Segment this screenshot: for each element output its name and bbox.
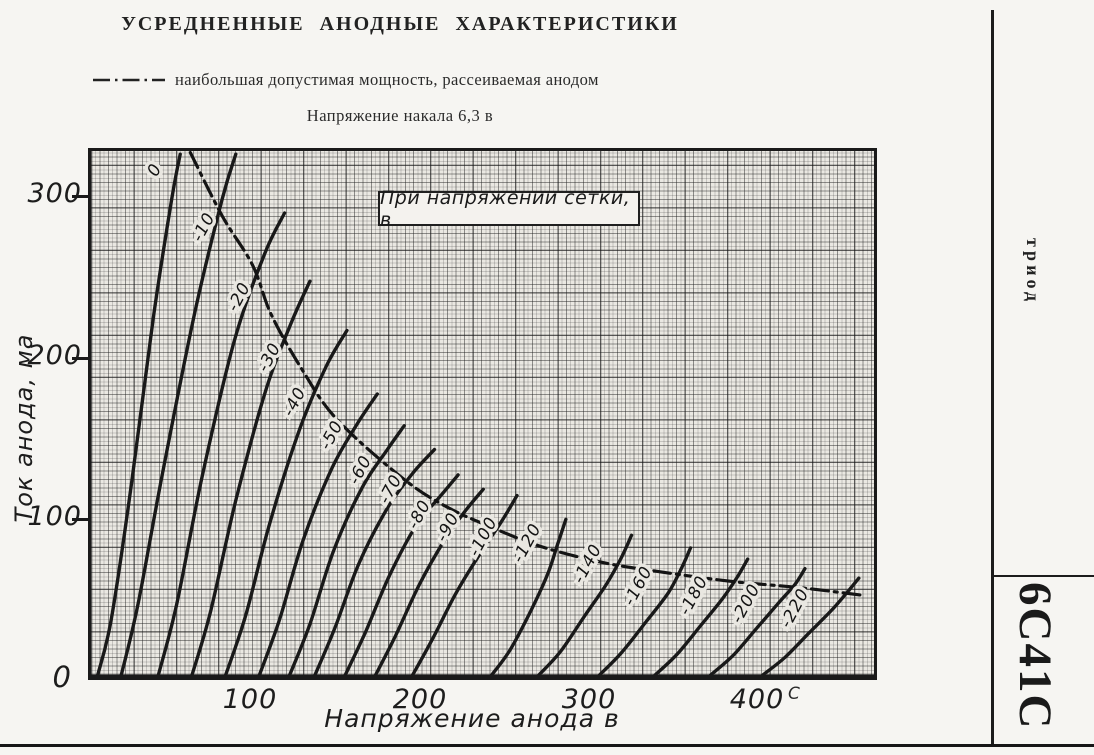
anode-characteristics-chart: 0 -10 -20 -30 -40 -50 -60 -70 -80 -90 -100 -120 -140… <box>88 148 877 680</box>
page-bottom-rule <box>0 744 1094 747</box>
power-limit-legend-label: наибольшая допустимая мощность, рассеива… <box>175 70 599 89</box>
grid-voltage-inset-label: При напряжении сетки, в <box>380 186 631 231</box>
y-tick-mark-100 <box>72 518 88 521</box>
anode-curve-ug--200 <box>708 566 807 675</box>
curve-label-ug--10: -10 <box>187 209 219 245</box>
anode-curve-ug--80 <box>343 473 460 675</box>
y-tick-200: 200 <box>27 340 82 371</box>
power-dissipation-limit-line <box>188 151 868 598</box>
anode-curve-ug-0 <box>96 152 182 675</box>
curve-label-ug--120: -120 <box>507 520 545 566</box>
x-tick-300: 300 <box>561 684 617 715</box>
anode-curve-ug--40 <box>223 328 349 675</box>
anode-curve-ug--70 <box>313 447 437 675</box>
anode-curve-ug--140 <box>537 533 634 675</box>
x-tick-100: 100 <box>222 684 278 715</box>
grid-voltage-inset-box: При напряжении сетки, в <box>378 187 640 231</box>
device-type-label: триод <box>1023 238 1043 306</box>
x-tick-200: 200 <box>392 684 448 715</box>
curves-canvas: 0-10-20-30-40-50-60-70-80-90 -100 -120 -140… <box>96 151 868 675</box>
y-tick-mark-300 <box>72 195 88 198</box>
anode-curve-ug--100 <box>410 493 519 675</box>
dash-dot-line-icon <box>93 78 165 82</box>
curve-label-ug-0: 0 <box>143 160 166 180</box>
curve-label-ug--30: -30 <box>253 339 285 375</box>
anode-curve-ug--120 <box>490 517 568 675</box>
y-tick-mark-200 <box>72 357 88 360</box>
y-tick-100: 100 <box>27 501 82 532</box>
tube-name-label: 6С41С <box>1009 582 1061 731</box>
anode-curve-ug--20 <box>156 211 287 675</box>
anode-curve-ug--60 <box>287 424 406 675</box>
y-tick-300: 300 <box>27 178 82 209</box>
x-axis-title: Напряжение анода в <box>324 704 620 733</box>
stray-print-mark: С <box>788 684 801 704</box>
curve-label-ug--160: -160 <box>619 562 657 608</box>
curve-label-ug--220: -220 <box>775 585 813 631</box>
sidebar-divider-rule <box>993 575 1094 577</box>
page-title: УСРЕДНЕННЫЕ АНОДНЫЕ ХАРАКТЕРИСТИКИ <box>121 13 679 35</box>
origin-tick-0: 0 <box>52 660 72 694</box>
x-tick-400: 400 <box>729 684 785 715</box>
power-limit-legend: наибольшая допустимая мощность, рассеива… <box>92 70 599 90</box>
sidebar-vertical-rule <box>991 10 994 747</box>
anode-curve-ug--180 <box>653 557 750 675</box>
anode-curve-ug--160 <box>597 546 693 675</box>
anode-curve-ug--90 <box>373 487 485 675</box>
anode-curve-ug--30 <box>190 279 312 675</box>
curve-label-ug--80: -80 <box>402 496 434 532</box>
curve-label-ug--180: -180 <box>674 572 712 618</box>
heater-voltage-note: Напряжение накала 6,3 в <box>306 106 494 125</box>
curve-label-ug--60: -60 <box>344 452 376 488</box>
curve-label-ug--100: -100 <box>464 513 502 559</box>
curve-label-ug--20: -20 <box>222 279 254 315</box>
anode-curve-ug--50 <box>257 392 379 675</box>
anode-curve-ug--10 <box>119 152 238 675</box>
anode-curve-ug--220 <box>761 576 861 675</box>
